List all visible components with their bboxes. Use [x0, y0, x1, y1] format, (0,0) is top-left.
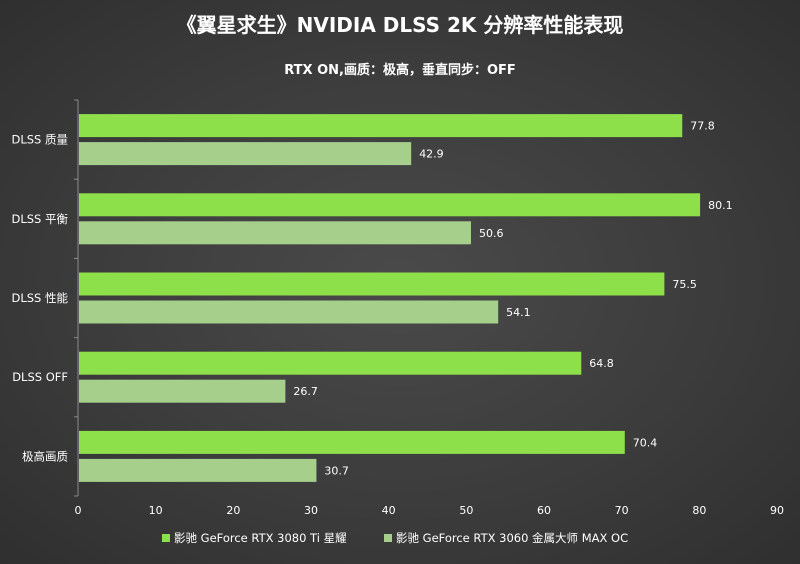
x-tick-label: 80 [692, 504, 706, 517]
bar-rtx3060-1 [79, 221, 471, 245]
data-label: 30.7 [324, 464, 349, 477]
data-label: 64.8 [589, 357, 614, 370]
data-label: 50.6 [479, 227, 504, 240]
data-label: 77.8 [690, 120, 715, 133]
data-label: 80.1 [708, 199, 733, 212]
bars-layer: 77.8 42.9 80.1 50.6 75.5 54.1 64.8 26.7 70.4 30.7 [79, 114, 733, 482]
x-tick-label: 0 [75, 504, 82, 517]
data-label: 42.9 [419, 148, 444, 161]
category-label: DLSS OFF [12, 370, 68, 384]
x-tick-label: 70 [615, 504, 629, 517]
legend-swatch [384, 534, 392, 542]
x-tick-label: 90 [770, 504, 784, 517]
category-label: DLSS 性能 [11, 291, 68, 305]
legend-label: 影驰 GeForce RTX 3060 金属大师 MAX OC [396, 531, 628, 545]
bar-rtx3060-2 [79, 300, 499, 324]
data-label: 26.7 [293, 385, 318, 398]
legend-swatch [162, 534, 170, 542]
bar-rtx3080ti-0 [79, 114, 683, 138]
chart-subtitle: RTX ON,画质：极高，垂直同步：OFF [284, 62, 516, 78]
axis-layer: 0 10 20 30 40 50 60 70 80 90 DLSS 质量 DLSS 平衡 DLSS 性能… [11, 99, 784, 517]
bar-rtx3080ti-4 [79, 430, 625, 454]
x-tick-label: 60 [537, 504, 551, 517]
bar-rtx3080ti-1 [79, 193, 701, 217]
x-tick-label: 40 [382, 504, 396, 517]
bar-rtx3080ti-2 [79, 272, 665, 296]
x-tick-label: 30 [304, 504, 318, 517]
category-label: DLSS 平衡 [11, 212, 68, 226]
x-tick-label: 50 [459, 504, 473, 517]
x-tick-label: 10 [149, 504, 163, 517]
data-label: 70.4 [633, 436, 658, 449]
bar-rtx3060-3 [79, 379, 286, 403]
data-label: 54.1 [506, 306, 530, 319]
chart-title: 《翼星求生》NVIDIA DLSS 2K 分辨率性能表现 [177, 13, 624, 37]
legend-label: 影驰 GeForce RTX 3080 Ti 星耀 [174, 531, 347, 545]
bar-rtx3060-4 [79, 458, 317, 482]
category-label: DLSS 质量 [11, 133, 68, 147]
legend: 影驰 GeForce RTX 3080 Ti 星耀 影驰 GeForce RTX … [162, 531, 628, 545]
x-tick-label: 20 [226, 504, 240, 517]
bar-rtx3060-0 [79, 142, 412, 166]
category-label: 极高画质 [22, 449, 68, 463]
bar-rtx3080ti-3 [79, 351, 582, 375]
data-label: 75.5 [672, 278, 697, 291]
